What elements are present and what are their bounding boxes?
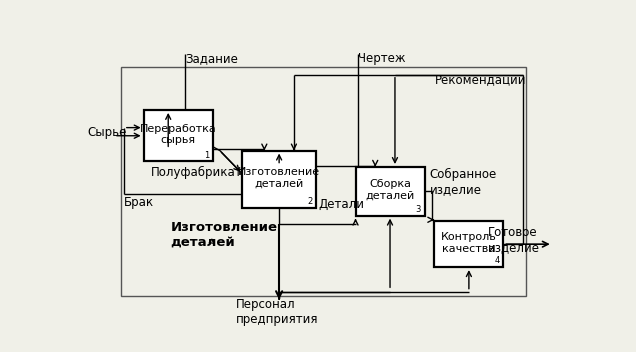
Text: Персонал
предприятия: Персонал предприятия xyxy=(235,298,318,326)
Text: Рекомендации: Рекомендации xyxy=(434,74,526,86)
Text: 1: 1 xyxy=(204,151,209,159)
Text: Сырье: Сырье xyxy=(87,126,127,139)
Text: Задание: Задание xyxy=(186,52,238,65)
Text: Чертеж: Чертеж xyxy=(358,52,406,65)
Text: Контроль
качества: Контроль качества xyxy=(441,232,497,253)
Text: 3: 3 xyxy=(416,205,421,214)
Bar xyxy=(434,221,504,267)
Bar xyxy=(356,167,425,216)
Text: Переработка
сырья: Переработка сырья xyxy=(140,124,216,145)
Text: Детали: Детали xyxy=(319,198,364,211)
Text: Собранное
изделие: Собранное изделие xyxy=(429,168,497,196)
Text: Брак: Брак xyxy=(124,196,154,209)
Bar xyxy=(242,151,316,208)
Text: 2: 2 xyxy=(307,197,313,206)
Text: Изготовление
деталей: Изготовление деталей xyxy=(238,167,320,189)
Text: Сборка
деталей: Сборка деталей xyxy=(366,179,415,201)
Text: 4: 4 xyxy=(495,256,500,265)
Bar xyxy=(144,110,212,162)
Text: Готовое
изделие: Готовое изделие xyxy=(488,226,541,254)
Text: Изготовление
деталей: Изготовление деталей xyxy=(170,221,278,249)
Text: Полуфабрикат: Полуфабрикат xyxy=(151,165,242,179)
Bar xyxy=(121,67,525,296)
